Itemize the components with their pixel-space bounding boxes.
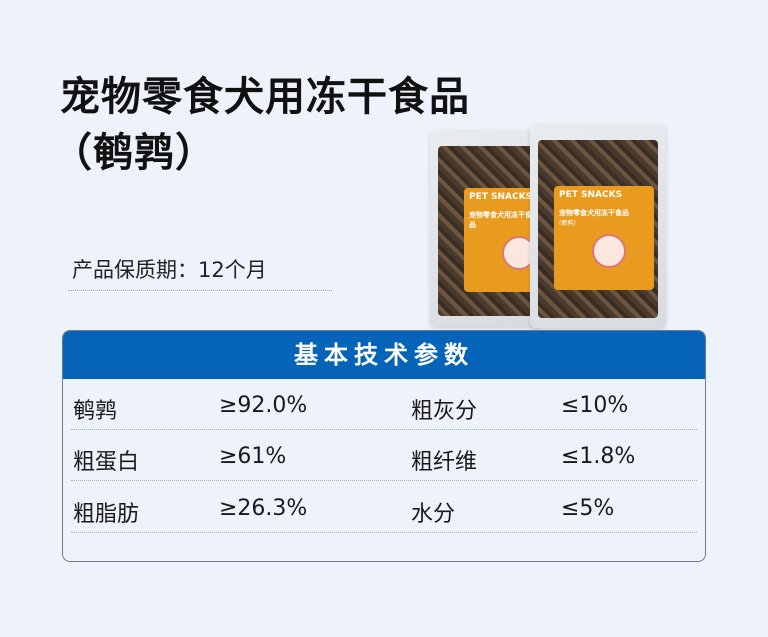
spec-value: ≥61% xyxy=(219,444,287,469)
product-bag-image: PET SNACKS 宠物零食犬用冻干食品 (鹌鹑) xyxy=(530,124,666,328)
bag-variant: (鹌鹑) xyxy=(559,220,576,227)
bag-label: PET SNACKS 宠物零食犬用冻干食品 xyxy=(464,188,542,292)
spec-table: 基本技术参数 鹌鹑 ≥92.0% 粗灰分 ≤10% 粗蛋白 ≥61% 粗纤维 ≤… xyxy=(62,330,706,562)
spec-label: 水分 xyxy=(411,502,456,527)
shelf-life: 产品保质期：12个月 xyxy=(72,258,267,282)
bag-brand: PET SNACKS xyxy=(469,192,533,202)
spec-value: ≤5% xyxy=(561,496,615,521)
spec-label: 粗脂肪 xyxy=(73,502,140,527)
product-bag-image: PET SNACKS 宠物零食犬用冻干食品 xyxy=(430,130,542,326)
bag-label: PET SNACKS 宠物零食犬用冻干食品 (鹌鹑) xyxy=(554,186,654,290)
spec-value: ≥26.3% xyxy=(219,496,308,521)
product-subtitle: （鹌鹑） xyxy=(52,130,216,176)
spec-label: 粗灰分 xyxy=(411,399,478,424)
bag-name: 宠物零食犬用冻干食品 xyxy=(469,211,532,229)
divider xyxy=(68,290,332,291)
table-row: 粗蛋白 ≥61% 粗纤维 ≤1.8% xyxy=(71,430,697,481)
spec-label: 鹌鹑 xyxy=(73,399,118,424)
table-row: 粗脂肪 ≥26.3% 水分 ≤5% xyxy=(71,482,697,533)
mascot-icon xyxy=(592,234,626,268)
spec-label: 粗纤维 xyxy=(411,450,478,475)
spec-label: 粗蛋白 xyxy=(73,450,140,475)
bag-name: 宠物零食犬用冻干食品 xyxy=(559,209,629,217)
spec-table-header: 基本技术参数 xyxy=(63,331,705,379)
spec-value: ≤10% xyxy=(561,393,629,418)
table-row: 鹌鹑 ≥92.0% 粗灰分 ≤10% xyxy=(71,379,697,430)
bag-brand: PET SNACKS xyxy=(559,190,623,200)
spec-value: ≥92.0% xyxy=(219,393,308,418)
spec-value: ≤1.8% xyxy=(561,444,636,469)
product-title: 宠物零食犬用冻干食品 xyxy=(60,74,470,120)
